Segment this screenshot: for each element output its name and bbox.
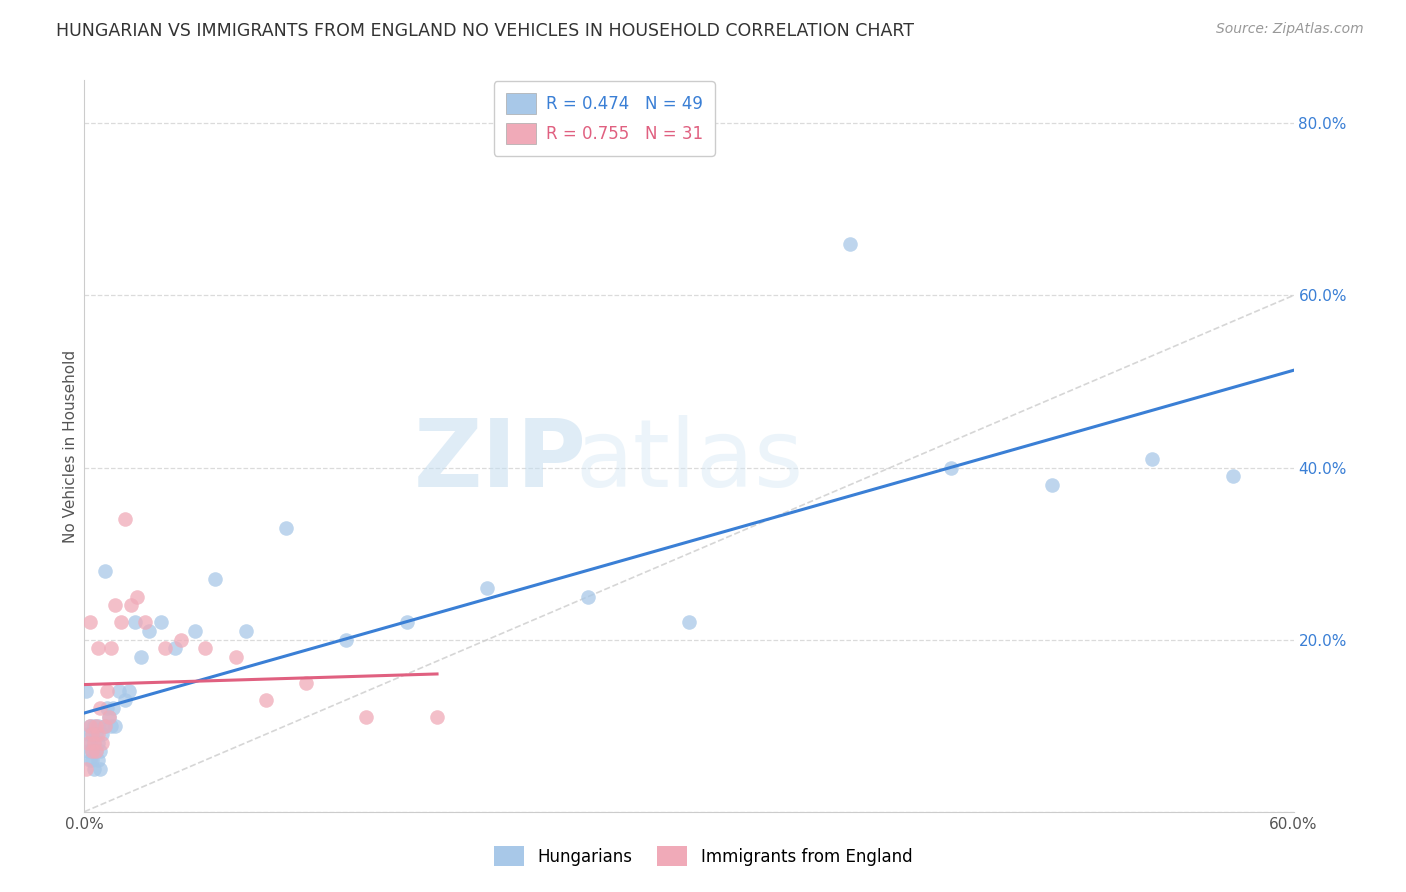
Point (82, 727, 104, 741)
Point (100, 719, 122, 733)
Point (97, 710, 120, 724)
Point (120, 598, 142, 612)
Point (1040, 477, 1063, 491)
Point (225, 649, 247, 664)
Point (254, 693, 277, 707)
Point (184, 624, 207, 638)
Point (678, 615, 700, 630)
Point (124, 615, 146, 630)
Point (93, 564, 115, 578)
Legend: Hungarians, Immigrants from England: Hungarians, Immigrants from England (485, 838, 921, 875)
Y-axis label: No Vehicles in Household: No Vehicles in Household (63, 350, 77, 542)
Text: Source: ZipAtlas.com: Source: ZipAtlas.com (1216, 22, 1364, 37)
Point (138, 624, 160, 638)
Point (79, 736, 101, 750)
Point (235, 624, 257, 638)
Point (1222, 469, 1244, 483)
Text: ZIP: ZIP (413, 415, 586, 507)
Point (125, 590, 148, 604)
Point (79, 719, 101, 733)
Point (86, 744, 108, 758)
Point (83, 736, 105, 750)
Point (96, 701, 118, 715)
Point (91, 736, 114, 750)
Point (93, 719, 115, 733)
Point (91, 727, 114, 741)
Point (75, 684, 97, 698)
Point (87, 753, 110, 767)
Point (395, 615, 418, 630)
Point (194, 641, 217, 656)
Point (134, 615, 156, 630)
Point (104, 598, 127, 612)
Point (82, 744, 104, 758)
Point (87, 727, 110, 741)
Point (356, 710, 378, 724)
Point (939, 460, 962, 475)
Point (110, 615, 132, 630)
Point (295, 675, 318, 690)
Point (79, 615, 101, 630)
Point (83, 719, 105, 733)
Point (839, 236, 862, 251)
Point (86, 744, 108, 758)
Point (89, 744, 111, 758)
Legend: R = 0.474   N = 49, R = 0.755   N = 31: R = 0.474 N = 49, R = 0.755 N = 31 (494, 81, 714, 156)
Point (335, 632, 357, 647)
Point (118, 684, 141, 698)
Point (149, 615, 172, 630)
Point (86, 727, 108, 741)
Point (87, 641, 110, 656)
Point (165, 641, 187, 656)
Point (97, 710, 120, 724)
Point (89, 701, 111, 715)
Point (79, 753, 101, 767)
Point (101, 701, 124, 715)
Point (93, 719, 115, 733)
Point (82, 753, 104, 767)
Point (87, 719, 110, 733)
Point (75, 762, 97, 776)
Text: HUNGARIAN VS IMMIGRANTS FROM ENGLAND NO VEHICLES IN HOUSEHOLD CORRELATION CHART: HUNGARIAN VS IMMIGRANTS FROM ENGLAND NO … (56, 22, 914, 40)
Point (83, 762, 105, 776)
Point (129, 649, 152, 664)
Point (82, 744, 104, 758)
Point (114, 693, 136, 707)
Point (100, 641, 122, 656)
Point (77, 727, 100, 741)
Point (77, 744, 100, 758)
Point (170, 632, 193, 647)
Point (204, 573, 226, 587)
Point (477, 581, 499, 595)
Point (87, 736, 110, 750)
Point (89, 762, 111, 776)
Point (86, 719, 108, 733)
Point (576, 590, 599, 604)
Point (79, 719, 101, 733)
Text: atlas: atlas (575, 415, 804, 507)
Point (153, 641, 176, 656)
Point (96, 684, 118, 698)
Point (274, 521, 297, 535)
Point (77, 736, 100, 750)
Point (83, 736, 105, 750)
Point (1142, 451, 1164, 466)
Point (82, 727, 104, 741)
Point (104, 719, 127, 733)
Point (107, 684, 129, 698)
Point (114, 512, 136, 526)
Point (426, 710, 449, 724)
